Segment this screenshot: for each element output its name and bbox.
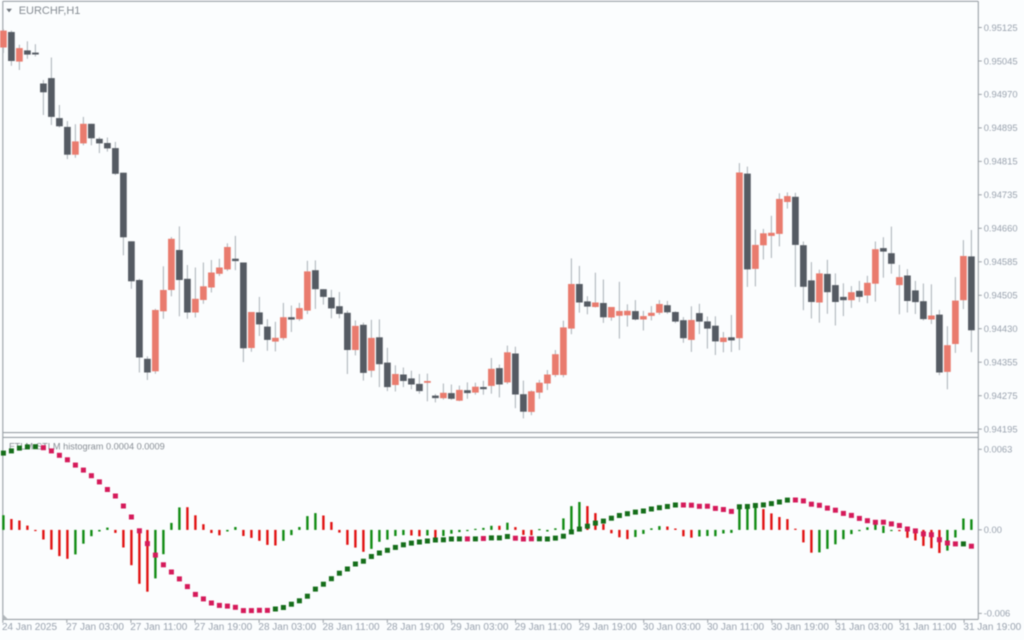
- svg-text:0.95045: 0.95045: [984, 55, 1018, 66]
- svg-text:31 Jan 03:00: 31 Jan 03:00: [835, 622, 893, 633]
- svg-text:31 Jan 11:00: 31 Jan 11:00: [899, 622, 957, 633]
- svg-text:29 Jan 19:00: 29 Jan 19:00: [579, 622, 637, 633]
- svg-text:30 Jan 19:00: 30 Jan 19:00: [771, 622, 829, 633]
- svg-text:28 Jan 03:00: 28 Jan 03:00: [258, 622, 316, 633]
- svg-text:0.94195: 0.94195: [984, 423, 1018, 434]
- svg-text:28 Jan 11:00: 28 Jan 11:00: [323, 622, 381, 633]
- svg-text:0.94430: 0.94430: [984, 323, 1018, 334]
- svg-text:0.94275: 0.94275: [984, 390, 1018, 401]
- svg-text:27 Jan 19:00: 27 Jan 19:00: [194, 622, 252, 633]
- svg-text:29 Jan 03:00: 29 Jan 03:00: [451, 622, 509, 633]
- svg-text:30 Jan 03:00: 30 Jan 03:00: [643, 622, 701, 633]
- svg-text:27 Jan 03:00: 27 Jan 03:00: [66, 622, 124, 633]
- svg-text:0.94970: 0.94970: [984, 89, 1018, 100]
- svg-text:0.94815: 0.94815: [984, 156, 1018, 167]
- svg-text:-0.006: -0.006: [984, 608, 1011, 619]
- svg-text:0.94585: 0.94585: [984, 256, 1018, 267]
- svg-text:FTLM-STLM histogram 0.0004 0.0: FTLM-STLM histogram 0.0004 0.0009: [9, 442, 165, 452]
- svg-text:0.94735: 0.94735: [984, 189, 1018, 200]
- svg-text:0.0063: 0.0063: [984, 444, 1013, 455]
- svg-text:31 Jan 19:00: 31 Jan 19:00: [963, 622, 1021, 633]
- svg-text:0.94355: 0.94355: [984, 357, 1018, 368]
- svg-text:30 Jan 11:00: 30 Jan 11:00: [707, 622, 765, 633]
- svg-text:0.94895: 0.94895: [984, 122, 1018, 133]
- svg-text:28 Jan 19:00: 28 Jan 19:00: [387, 622, 445, 633]
- svg-text:29 Jan 11:00: 29 Jan 11:00: [515, 622, 573, 633]
- svg-text:0.00: 0.00: [984, 524, 1002, 535]
- svg-text:24 Jan 2025: 24 Jan 2025: [2, 622, 57, 633]
- svg-text:0.94660: 0.94660: [984, 223, 1018, 234]
- svg-text:27 Jan 11:00: 27 Jan 11:00: [130, 622, 188, 633]
- svg-text:EURCHF,H1: EURCHF,H1: [19, 5, 81, 17]
- svg-text:0.95125: 0.95125: [984, 22, 1018, 33]
- svg-text:0.94505: 0.94505: [984, 290, 1018, 301]
